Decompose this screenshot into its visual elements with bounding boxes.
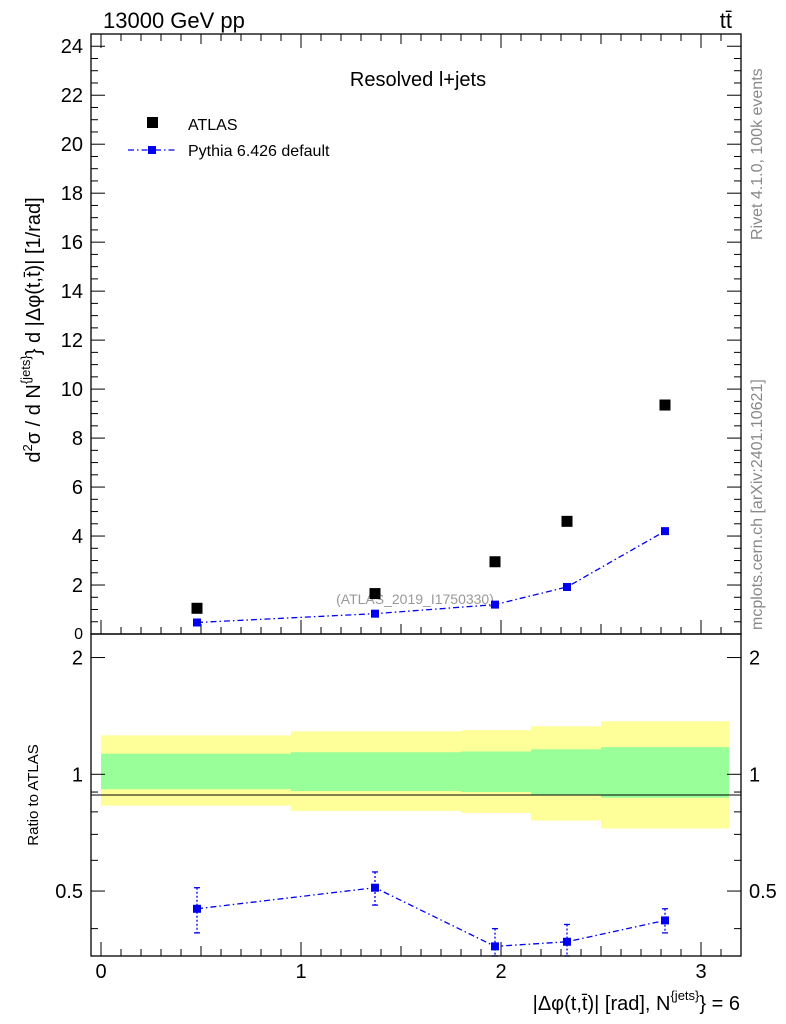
main-ytick-label: 10: [61, 379, 83, 401]
mc-point: [491, 600, 499, 609]
main-ytick-label: 20: [61, 134, 83, 156]
legend-atlas-marker: [147, 117, 158, 128]
main-ytick-label: 14: [61, 281, 83, 303]
energy-label: 13000 GeV pp: [103, 8, 245, 33]
ratio-ytick-label: 2: [72, 648, 83, 670]
ratio-frame: [90, 633, 742, 957]
ratio-mc-point: [563, 937, 571, 946]
ratio-ytick-label: 1: [72, 764, 83, 786]
ratio-stat-band: [461, 751, 531, 793]
main-ytick-label: 4: [72, 526, 83, 548]
ratio-mc-point: [371, 883, 379, 892]
ratio-xtick-label: 0: [95, 961, 106, 983]
ratio-mc-point: [491, 942, 499, 951]
ratio-uncertainty-bands: [101, 721, 729, 829]
mc-point: [563, 582, 571, 591]
ratio-ylabel: Ratio to ATLAS: [25, 744, 42, 845]
legend-atlas-label: ATLAS: [188, 117, 238, 134]
main-ytick-label: 8: [72, 428, 83, 450]
atlas-point: [191, 602, 203, 614]
ratio-ytick-label-right: 2: [749, 648, 760, 670]
ratio-ytick-label: 0.5: [55, 881, 83, 903]
ratio-mc-line: [196, 887, 666, 948]
ratio-panel: 0.5 0.5 1 1 2 2 0 1 2 3 Ratio to ATLAS |Δφ(t,t̄)|…: [25, 633, 777, 1015]
ratio-mc-point: [661, 916, 669, 925]
main-title: Resolved l+jets: [350, 69, 486, 91]
process-label: tt̄: [720, 8, 732, 33]
legend-mc-marker: [148, 146, 156, 154]
mcplots-label: mcplots.cern.ch [arXiv:2401.10621]: [749, 379, 766, 630]
main-ylabel: d2σ / d N{jets}} d |Δφ(t,t̄)| [1/rad]: [18, 197, 45, 462]
atlas-point: [489, 556, 501, 568]
mc-point: [661, 527, 669, 536]
main-ytick-label: 22: [61, 85, 83, 107]
main-ytick-label: 24: [61, 36, 83, 58]
legend: ATLAS Pythia 6.426 default: [128, 117, 330, 160]
ratio-mc-series: [193, 871, 669, 957]
legend-mc-label: Pythia 6.426 default: [188, 143, 330, 160]
ratio-ytick-label-right: 0.5: [749, 881, 777, 903]
rivet-label: Rivet 4.1.0, 100k events: [749, 68, 766, 240]
main-ytick-label: 18: [61, 183, 83, 205]
main-ytick-label: 6: [72, 477, 83, 499]
ratio-stat-band: [531, 749, 601, 795]
ratio-xtick-label: 3: [695, 961, 706, 983]
main-ytick-label: 12: [61, 330, 83, 352]
ratio-xtick-label: 1: [295, 961, 306, 983]
main-ytick-label-zero: 0: [74, 626, 83, 643]
atlas-point: [561, 515, 573, 527]
ratio-xtick-label: 2: [495, 961, 506, 983]
atlas-point: [659, 399, 671, 411]
ratio-xlabel: |Δφ(t,t̄)| [rad], N{jets}} = 6: [533, 988, 740, 1015]
ratio-stat-band: [101, 753, 291, 790]
mc-series: [193, 527, 669, 627]
ratio-mc-point: [193, 904, 201, 913]
ratio-axis-ticks: 0.5 0.5 1 1 2 2 0 1 2 3: [55, 648, 777, 983]
ratio-stat-band: [601, 747, 729, 798]
ratio-ytick-label-right: 1: [749, 764, 760, 786]
mc-point: [193, 618, 201, 627]
main-ytick-label: 16: [61, 232, 83, 254]
analysis-watermark: (ATLAS_2019_I1750330): [336, 591, 494, 607]
ratio-stat-band: [291, 752, 461, 792]
main-ytick-label: 2: [72, 575, 83, 597]
mc-point: [371, 609, 379, 618]
mc-line: [196, 530, 666, 624]
atlas-series: [191, 399, 671, 614]
atlas-point: [369, 588, 381, 600]
